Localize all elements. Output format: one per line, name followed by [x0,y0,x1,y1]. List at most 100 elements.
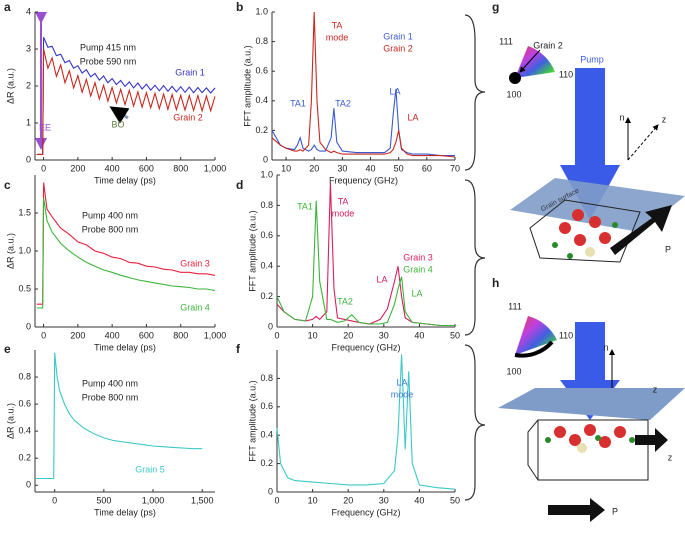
x-axis-label: Frequency (GHz) [331,507,400,517]
x-tick-label: 50 [450,495,460,505]
ipf-edge [514,340,554,358]
z-axis [627,124,659,161]
y-tick-label: 0 [26,321,31,331]
series-line [271,11,456,158]
diagram-label: P [612,506,618,516]
y-tick-label: 0 [26,480,31,490]
diagram-label: 100 [506,366,521,376]
annotation: Probe 800 nm [82,392,139,402]
diagram-label: n [603,342,608,352]
bracket [464,14,486,171]
x-axis-label: Frequency (GHz) [331,342,400,352]
annotation: TA1 [290,98,306,108]
x-tick-label: 1,000 [204,330,227,340]
y-tick-label: 0.4 [18,426,31,436]
p-arrow [548,498,605,522]
y-tick-label: 1.0 [18,245,31,255]
x-tick-label: 1,000 [142,495,165,505]
grain-dot [509,72,521,84]
y-axis-label: ΔR (a.u.) [5,233,15,269]
diagram-label: z [662,114,667,124]
x-tick-label: 1,000 [204,163,227,173]
x-tick-label: 70 [450,163,460,173]
y-tick-label: 1.0 [255,6,268,16]
y-axis-label: FFT amplitude (a.u.) [247,380,257,461]
panel-label: e [4,342,11,356]
y-tick-label: 0.4 [260,261,273,271]
y-tick-label: 0.2 [260,291,273,301]
panel-label: d [236,178,243,192]
x-tick-label: 10 [308,495,318,505]
y-tick-label: 2 [26,80,31,90]
series-line [36,48,216,155]
x-tick-label: 400 [105,330,120,340]
surface [498,388,685,420]
diagram-label: P [665,244,671,254]
series-label: Grain 3 [180,258,210,268]
diagram-label: z [668,452,673,462]
y-axis-label: ΔR (a.u.) [5,68,15,104]
annotation: TA1 [297,201,313,211]
annotation: BO [111,119,124,129]
series-label: Grain 2 [383,43,413,53]
x-tick-label: 600 [139,163,154,173]
diagram-h [498,316,685,522]
series-label: Grain 2 [173,112,203,122]
x-tick-label: 40 [414,330,424,340]
panel-label: b [236,0,243,14]
y-tick-label: 0 [268,321,273,331]
series-label: Grain 4 [403,264,433,274]
x-tick-label: 800 [173,163,188,173]
diagram-label: 111 [499,36,513,46]
x-tick-label: 20 [309,163,319,173]
y-tick-label: 0.4 [260,430,273,440]
y-tick-label: 0 [263,154,268,164]
x-tick-label: 20 [343,495,353,505]
annotation: mode [332,208,355,218]
y-tick-label: 0.6 [18,398,31,408]
x-tick-label: 60 [422,163,432,173]
bracket [464,179,486,336]
diagram-label: 110 [559,330,573,340]
annotation: LA [411,288,422,298]
x-tick-label: 800 [173,330,188,340]
panel-label: c [4,178,11,192]
annotation: mode [326,32,349,42]
y-tick-label: 0.6 [255,66,268,76]
y-tick-label: 1.0 [260,169,273,179]
x-tick-label: 30 [337,163,347,173]
x-axis-label: Time delay (ps) [94,507,156,517]
series-label: Grain 4 [180,302,210,312]
y-tick-label: 0.8 [18,371,31,381]
y-axis-label: FFT amplitude (a.u.) [242,45,252,126]
annotation: TA [338,196,349,206]
series-label: Grain 3 [403,252,433,262]
x-tick-label: 1,500 [191,495,214,505]
annotation: TA2 [335,98,351,108]
y-tick-label: 3 [26,43,31,53]
y-axis-label: ΔR (a.u.) [5,403,15,439]
series-label: Grain 5 [135,464,165,474]
y-tick-label: 4 [26,6,31,16]
annotation: LA [376,274,387,284]
series-line [276,354,456,490]
annotation: Probe 590 nm [80,56,137,66]
x-tick-label: 50 [450,330,460,340]
z-arrow [635,428,668,452]
diagram-label: z [653,384,658,394]
series-line [36,197,216,309]
annotation: mode [391,389,414,399]
diagram-label: 100 [506,89,521,99]
y-tick-label: 0.2 [18,453,31,463]
y-tick-label: 0.5 [18,283,31,293]
x-tick-label: 600 [139,330,154,340]
panel-label: h [492,276,499,290]
annotation: Pump 400 nm [82,378,138,388]
annotation: Pump 400 nm [82,210,138,220]
x-tick-label: 40 [366,163,376,173]
x-tick-label: 200 [70,330,85,340]
bo-arrow [109,106,130,124]
x-tick-label: 0 [41,330,46,340]
diagram-label: 110 [559,69,573,79]
